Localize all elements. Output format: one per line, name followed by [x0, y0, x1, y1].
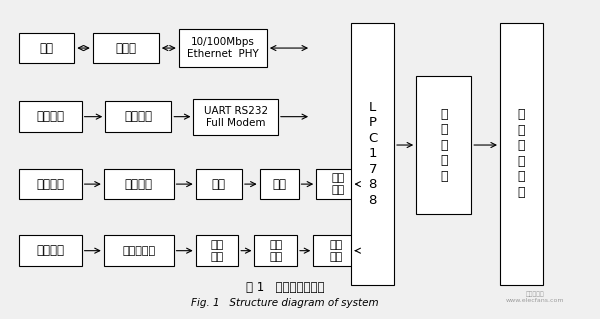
Text: 图 1   系统结构示意图: 图 1 系统结构示意图: [246, 281, 325, 294]
Text: 串行接口: 串行接口: [37, 110, 64, 123]
Bar: [352, 23, 394, 285]
Bar: [254, 235, 297, 266]
Bar: [19, 169, 82, 199]
Bar: [93, 33, 159, 63]
Bar: [19, 101, 82, 132]
Text: 放大: 放大: [272, 178, 286, 191]
Bar: [193, 99, 278, 135]
Bar: [19, 33, 74, 63]
Text: 多路选择: 多路选择: [124, 110, 152, 123]
Text: 电子发烧友
www.elecfans.com: 电子发烧友 www.elecfans.com: [506, 291, 565, 303]
Text: 检波: 检波: [212, 178, 226, 191]
Bar: [196, 235, 238, 266]
Text: 电流取样: 电流取样: [125, 178, 152, 191]
Text: 总
线
型
液
晶
屏: 总 线 型 液 晶 屏: [517, 108, 525, 199]
Bar: [104, 169, 173, 199]
Bar: [19, 235, 82, 266]
Text: Fig. 1   Structure diagram of system: Fig. 1 Structure diagram of system: [191, 298, 379, 308]
Text: 交换机: 交换机: [115, 41, 136, 55]
Text: 流压
转换: 流压 转换: [269, 240, 283, 262]
Text: UART RS232
Full Modem: UART RS232 Full Modem: [203, 106, 268, 128]
Bar: [316, 169, 360, 199]
Bar: [313, 235, 359, 266]
Text: 低通
滤波: 低通 滤波: [332, 173, 345, 195]
Text: 总
线
收
发
器: 总 线 收 发 器: [440, 108, 448, 182]
Bar: [179, 29, 267, 67]
Text: 10/100Mbps
Ethernet  PHY: 10/100Mbps Ethernet PHY: [187, 37, 259, 59]
Text: 交流信号: 交流信号: [37, 178, 64, 191]
Text: 光电
隔离: 光电 隔离: [211, 240, 224, 262]
Text: 负反馈放大: 负反馈放大: [122, 246, 155, 256]
Text: L
P
C
1
7
8
8: L P C 1 7 8 8: [368, 100, 377, 207]
Bar: [260, 169, 299, 199]
Text: 网络: 网络: [40, 41, 54, 55]
Bar: [104, 235, 173, 266]
Bar: [105, 101, 172, 132]
Bar: [416, 76, 471, 214]
Bar: [500, 23, 542, 285]
Bar: [196, 169, 242, 199]
Text: 低通
滤波: 低通 滤波: [329, 240, 343, 262]
Text: 直流信号: 直流信号: [37, 244, 64, 257]
